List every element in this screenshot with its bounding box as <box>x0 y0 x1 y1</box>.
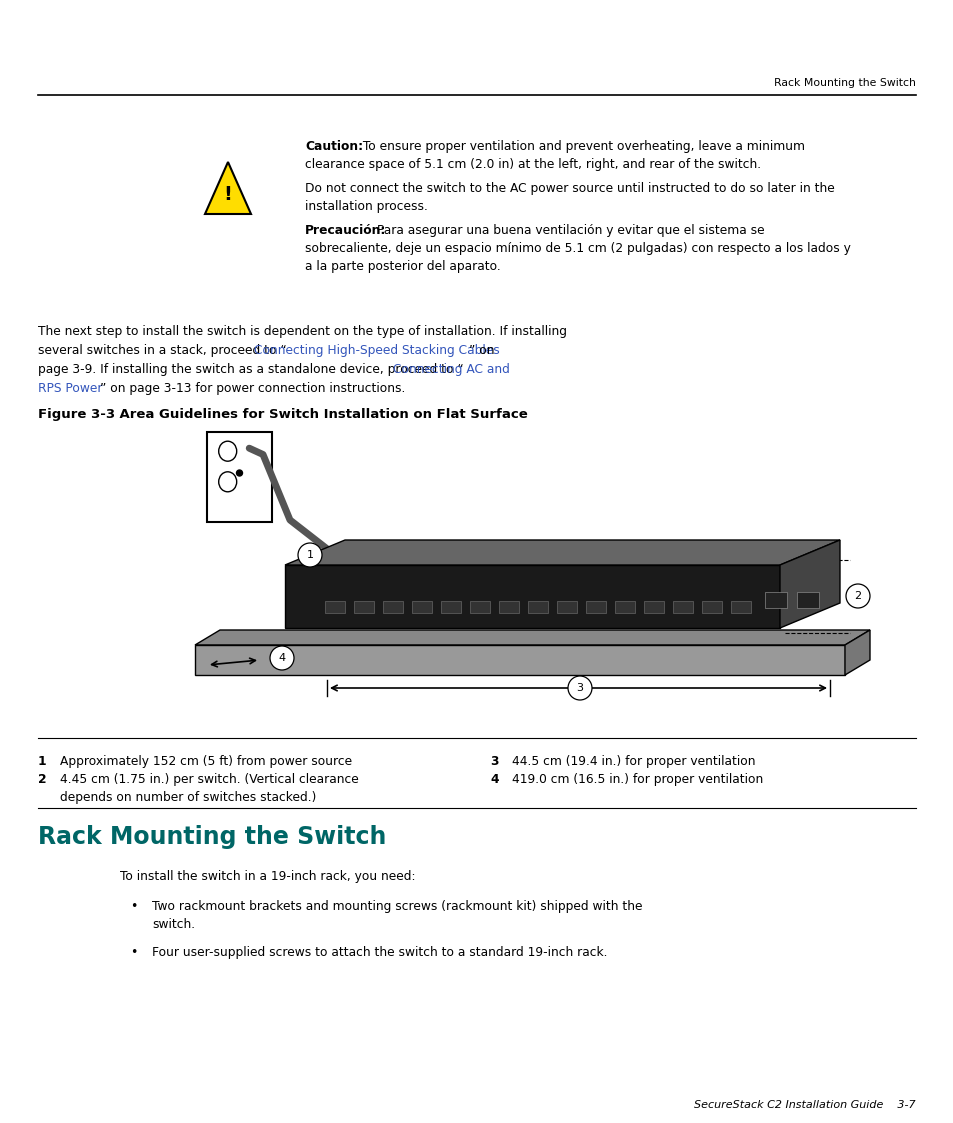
FancyBboxPatch shape <box>527 601 547 613</box>
Text: Area Guidelines for Switch Installation on Flat Surface: Area Guidelines for Switch Installation … <box>101 408 527 421</box>
Text: Figure 3-3: Figure 3-3 <box>38 408 115 421</box>
Circle shape <box>845 584 869 608</box>
Text: To install the switch in a 19-inch rack, you need:: To install the switch in a 19-inch rack,… <box>120 870 416 883</box>
Text: a la parte posterior del aparato.: a la parte posterior del aparato. <box>305 261 500 273</box>
Text: !: ! <box>223 185 233 203</box>
Text: Approximately 152 cm (5 ft) from power source: Approximately 152 cm (5 ft) from power s… <box>60 755 352 768</box>
Text: Connecting AC and: Connecting AC and <box>393 363 509 376</box>
Text: Connecting High-Speed Stacking Cables: Connecting High-Speed Stacking Cables <box>253 344 499 357</box>
FancyBboxPatch shape <box>207 432 272 522</box>
Text: •: • <box>130 900 137 913</box>
FancyBboxPatch shape <box>412 601 432 613</box>
Text: 3: 3 <box>490 755 498 768</box>
Circle shape <box>270 646 294 670</box>
FancyBboxPatch shape <box>440 601 460 613</box>
Text: The next step to install the switch is dependent on the type of installation. If: The next step to install the switch is d… <box>38 325 566 338</box>
Text: Caution:: Caution: <box>305 140 363 153</box>
FancyBboxPatch shape <box>470 601 490 613</box>
Text: Do not connect the switch to the AC power source until instructed to do so later: Do not connect the switch to the AC powe… <box>305 182 834 195</box>
Polygon shape <box>780 540 840 628</box>
Text: Precaución:: Precaución: <box>305 223 386 237</box>
Polygon shape <box>205 162 251 214</box>
FancyBboxPatch shape <box>730 601 750 613</box>
Text: 4: 4 <box>278 652 285 663</box>
Text: sobrecaliente, deje un espacio mínimo de 5.1 cm (2 pulgadas) con respecto a los : sobrecaliente, deje un espacio mínimo de… <box>305 241 850 255</box>
Text: 419.0 cm (16.5 in.) for proper ventilation: 419.0 cm (16.5 in.) for proper ventilati… <box>512 773 762 786</box>
Polygon shape <box>194 630 869 645</box>
Text: 3: 3 <box>576 683 583 693</box>
Text: Four user-supplied screws to attach the switch to a standard 19-inch rack.: Four user-supplied screws to attach the … <box>152 946 607 959</box>
Text: ” on page 3-13 for power connection instructions.: ” on page 3-13 for power connection inst… <box>100 382 405 395</box>
Ellipse shape <box>218 472 236 492</box>
Text: 4: 4 <box>490 773 498 786</box>
Text: switch.: switch. <box>152 917 195 931</box>
Text: several switches in a stack, proceed to “: several switches in a stack, proceed to … <box>38 344 287 357</box>
FancyBboxPatch shape <box>498 601 518 613</box>
Text: depends on number of switches stacked.): depends on number of switches stacked.) <box>60 791 316 804</box>
Text: Para asegurar una buena ventilación y evitar que el sistema se: Para asegurar una buena ventilación y ev… <box>373 223 763 237</box>
Text: clearance space of 5.1 cm (2.0 in) at the left, right, and rear of the switch.: clearance space of 5.1 cm (2.0 in) at th… <box>305 158 760 171</box>
FancyBboxPatch shape <box>585 601 605 613</box>
Text: 1: 1 <box>306 550 314 560</box>
Text: RPS Power: RPS Power <box>38 382 102 395</box>
Circle shape <box>567 676 592 700</box>
Polygon shape <box>285 565 780 628</box>
Text: 44.5 cm (19.4 in.) for proper ventilation: 44.5 cm (19.4 in.) for proper ventilatio… <box>512 755 755 768</box>
FancyBboxPatch shape <box>354 601 374 613</box>
FancyBboxPatch shape <box>382 601 402 613</box>
Text: 2: 2 <box>854 591 861 601</box>
Circle shape <box>236 471 242 476</box>
FancyBboxPatch shape <box>764 592 786 608</box>
Text: 1: 1 <box>38 755 47 768</box>
FancyBboxPatch shape <box>643 601 663 613</box>
Polygon shape <box>285 540 840 565</box>
Text: page 3-9. If installing the switch as a standalone device, proceed to “: page 3-9. If installing the switch as a … <box>38 363 463 376</box>
Polygon shape <box>844 630 869 675</box>
Polygon shape <box>194 645 844 675</box>
FancyBboxPatch shape <box>557 601 577 613</box>
Text: To ensure proper ventilation and prevent overheating, leave a minimum: To ensure proper ventilation and prevent… <box>358 140 804 153</box>
Text: Rack Mounting the Switch: Rack Mounting the Switch <box>773 77 915 88</box>
FancyBboxPatch shape <box>615 601 635 613</box>
Text: Two rackmount brackets and mounting screws (rackmount kit) shipped with the: Two rackmount brackets and mounting scre… <box>152 900 641 913</box>
Text: 4.45 cm (1.75 in.) per switch. (Vertical clearance: 4.45 cm (1.75 in.) per switch. (Vertical… <box>60 773 358 786</box>
Text: SecureStack C2 Installation Guide    3-7: SecureStack C2 Installation Guide 3-7 <box>694 1101 915 1110</box>
Circle shape <box>297 544 322 567</box>
Text: 2: 2 <box>38 773 47 786</box>
FancyBboxPatch shape <box>796 592 818 608</box>
Text: Rack Mounting the Switch: Rack Mounting the Switch <box>38 825 386 849</box>
FancyBboxPatch shape <box>701 601 721 613</box>
Text: ” on: ” on <box>469 344 494 357</box>
FancyBboxPatch shape <box>325 601 345 613</box>
FancyBboxPatch shape <box>672 601 692 613</box>
Text: installation process.: installation process. <box>305 200 428 213</box>
Text: •: • <box>130 946 137 959</box>
Ellipse shape <box>218 441 236 462</box>
